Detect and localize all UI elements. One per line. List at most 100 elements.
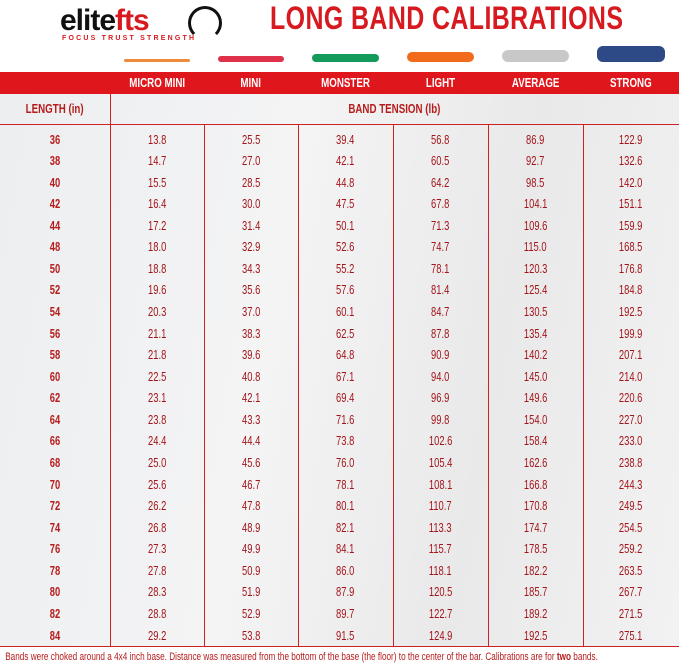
tension-cell: 130.5 xyxy=(523,305,548,320)
tension-cell: 18.8 xyxy=(147,261,167,276)
tension-cell: 71.6 xyxy=(336,412,355,427)
tension-cell: 91.5 xyxy=(336,628,355,643)
length-cell: 84 xyxy=(49,628,61,643)
tension-cell: 263.5 xyxy=(619,563,643,578)
tension-cell: 82.1 xyxy=(336,520,355,535)
tension-cell: 28.3 xyxy=(147,585,167,600)
tension-cell: 120.3 xyxy=(523,261,548,276)
tension-cell: 50.9 xyxy=(241,563,261,578)
tension-cell: 227.0 xyxy=(619,412,643,427)
tension-cell: 15.5 xyxy=(147,175,167,190)
tension-cell: 73.8 xyxy=(336,434,355,449)
tension-cell: 27.3 xyxy=(147,542,167,557)
tension-cell: 23.1 xyxy=(147,391,167,406)
tension-cell: 118.1 xyxy=(429,563,452,578)
tension-cell: 43.3 xyxy=(241,412,261,427)
tension-cell: 84.1 xyxy=(336,542,355,557)
tension-cell: 92.7 xyxy=(526,154,545,169)
tension-cell: 254.5 xyxy=(619,520,643,535)
tension-cell: 115.7 xyxy=(429,542,452,557)
tension-cell: 154.0 xyxy=(523,412,548,427)
calibration-table: LENGTH (in) BAND TENSION (lb) 36 13.8 25.5… xyxy=(0,94,679,647)
tension-cell: 44.4 xyxy=(241,434,261,449)
tension-cell: 87.8 xyxy=(431,326,450,341)
tension-cell: 26.2 xyxy=(147,499,167,514)
tension-cell: 271.5 xyxy=(619,607,643,622)
tension-cell: 110.7 xyxy=(429,499,452,514)
tension-cell: 220.6 xyxy=(619,391,643,406)
tension-cell: 259.2 xyxy=(619,542,643,557)
tension-cell: 39.4 xyxy=(336,132,355,147)
tension-cell: 158.4 xyxy=(523,434,548,449)
tension-cell: 64.2 xyxy=(431,175,450,190)
band-image-mini xyxy=(218,56,284,62)
tension-cell: 275.1 xyxy=(619,628,643,643)
tension-cell: 135.4 xyxy=(523,326,548,341)
tension-cell: 176.8 xyxy=(619,261,643,276)
tension-cell: 104.1 xyxy=(523,197,548,212)
length-cell: 38 xyxy=(49,154,61,169)
tension-cell: 140.2 xyxy=(523,348,548,363)
tension-cell: 60.5 xyxy=(431,154,450,169)
tension-cell: 149.6 xyxy=(523,391,548,406)
tension-cell: 122.7 xyxy=(428,607,453,622)
tension-cell: 76.0 xyxy=(336,456,355,471)
tension-cell: 32.9 xyxy=(241,240,261,255)
tension-cell: 21.8 xyxy=(147,348,167,363)
tension-cell: 42.1 xyxy=(336,154,355,169)
tension-cell: 17.2 xyxy=(147,218,167,233)
tension-cell: 78.1 xyxy=(431,261,450,276)
tension-cell: 113.3 xyxy=(429,520,452,535)
tension-cell: 249.5 xyxy=(619,499,643,514)
tension-cell: 199.9 xyxy=(619,326,643,341)
tension-cell: 38.3 xyxy=(241,326,261,341)
tension-cell: 13.8 xyxy=(147,132,167,147)
tension-cell: 28.8 xyxy=(147,607,167,622)
tension-cell: 56.8 xyxy=(431,132,450,147)
tension-cell: 21.1 xyxy=(147,326,167,341)
tension-cell: 124.9 xyxy=(428,628,453,643)
tension-cell: 78.1 xyxy=(336,477,355,492)
tension-cell: 80.1 xyxy=(336,499,355,514)
footnote: Bands were choked around a 4x4 inch base… xyxy=(5,651,598,663)
tension-cell: 94.0 xyxy=(431,369,450,384)
tension-cell: 34.3 xyxy=(241,261,261,276)
tension-cell: 62.5 xyxy=(336,326,355,341)
tension-cell: 14.7 xyxy=(147,154,167,169)
tension-cell: 48.9 xyxy=(241,520,261,535)
tension-cell: 238.8 xyxy=(619,456,643,471)
length-cell: 52 xyxy=(49,283,61,298)
tension-cell: 55.2 xyxy=(336,261,355,276)
tension-cell: 28.5 xyxy=(241,175,261,190)
tension-cell: 102.6 xyxy=(428,434,453,449)
tension-cell: 24.4 xyxy=(147,434,167,449)
length-cell: 70 xyxy=(49,477,61,492)
band-image-average xyxy=(502,50,569,62)
tension-cell: 115.0 xyxy=(524,240,547,255)
tension-cell: 120.5 xyxy=(428,585,453,600)
tension-cell: 51.9 xyxy=(241,585,261,600)
tension-cell: 27.0 xyxy=(241,154,261,169)
tension-cell: 86.9 xyxy=(526,132,545,147)
tension-cell: 233.0 xyxy=(619,434,643,449)
column-divider xyxy=(298,124,299,647)
tension-cell: 30.0 xyxy=(241,197,261,212)
tension-cell: 45.6 xyxy=(241,456,261,471)
tension-cell: 108.1 xyxy=(428,477,453,492)
tension-cell: 35.6 xyxy=(241,283,261,298)
tension-cell: 39.6 xyxy=(241,348,261,363)
row-divider xyxy=(0,124,679,125)
length-cell: 72 xyxy=(49,499,61,514)
tension-cell: 60.1 xyxy=(336,305,355,320)
tension-cell: 46.7 xyxy=(241,477,261,492)
tension-cell: 53.8 xyxy=(241,628,261,643)
band-images xyxy=(110,38,679,70)
tension-cell: 26.8 xyxy=(147,520,167,535)
row-divider xyxy=(0,646,679,647)
tension-cell: 267.7 xyxy=(619,585,643,600)
length-cell: 36 xyxy=(49,132,61,147)
tension-cell: 20.3 xyxy=(147,305,167,320)
tension-cell: 96.9 xyxy=(431,391,450,406)
band-image-monster-mini xyxy=(312,54,379,62)
tension-cell: 142.0 xyxy=(619,175,643,190)
